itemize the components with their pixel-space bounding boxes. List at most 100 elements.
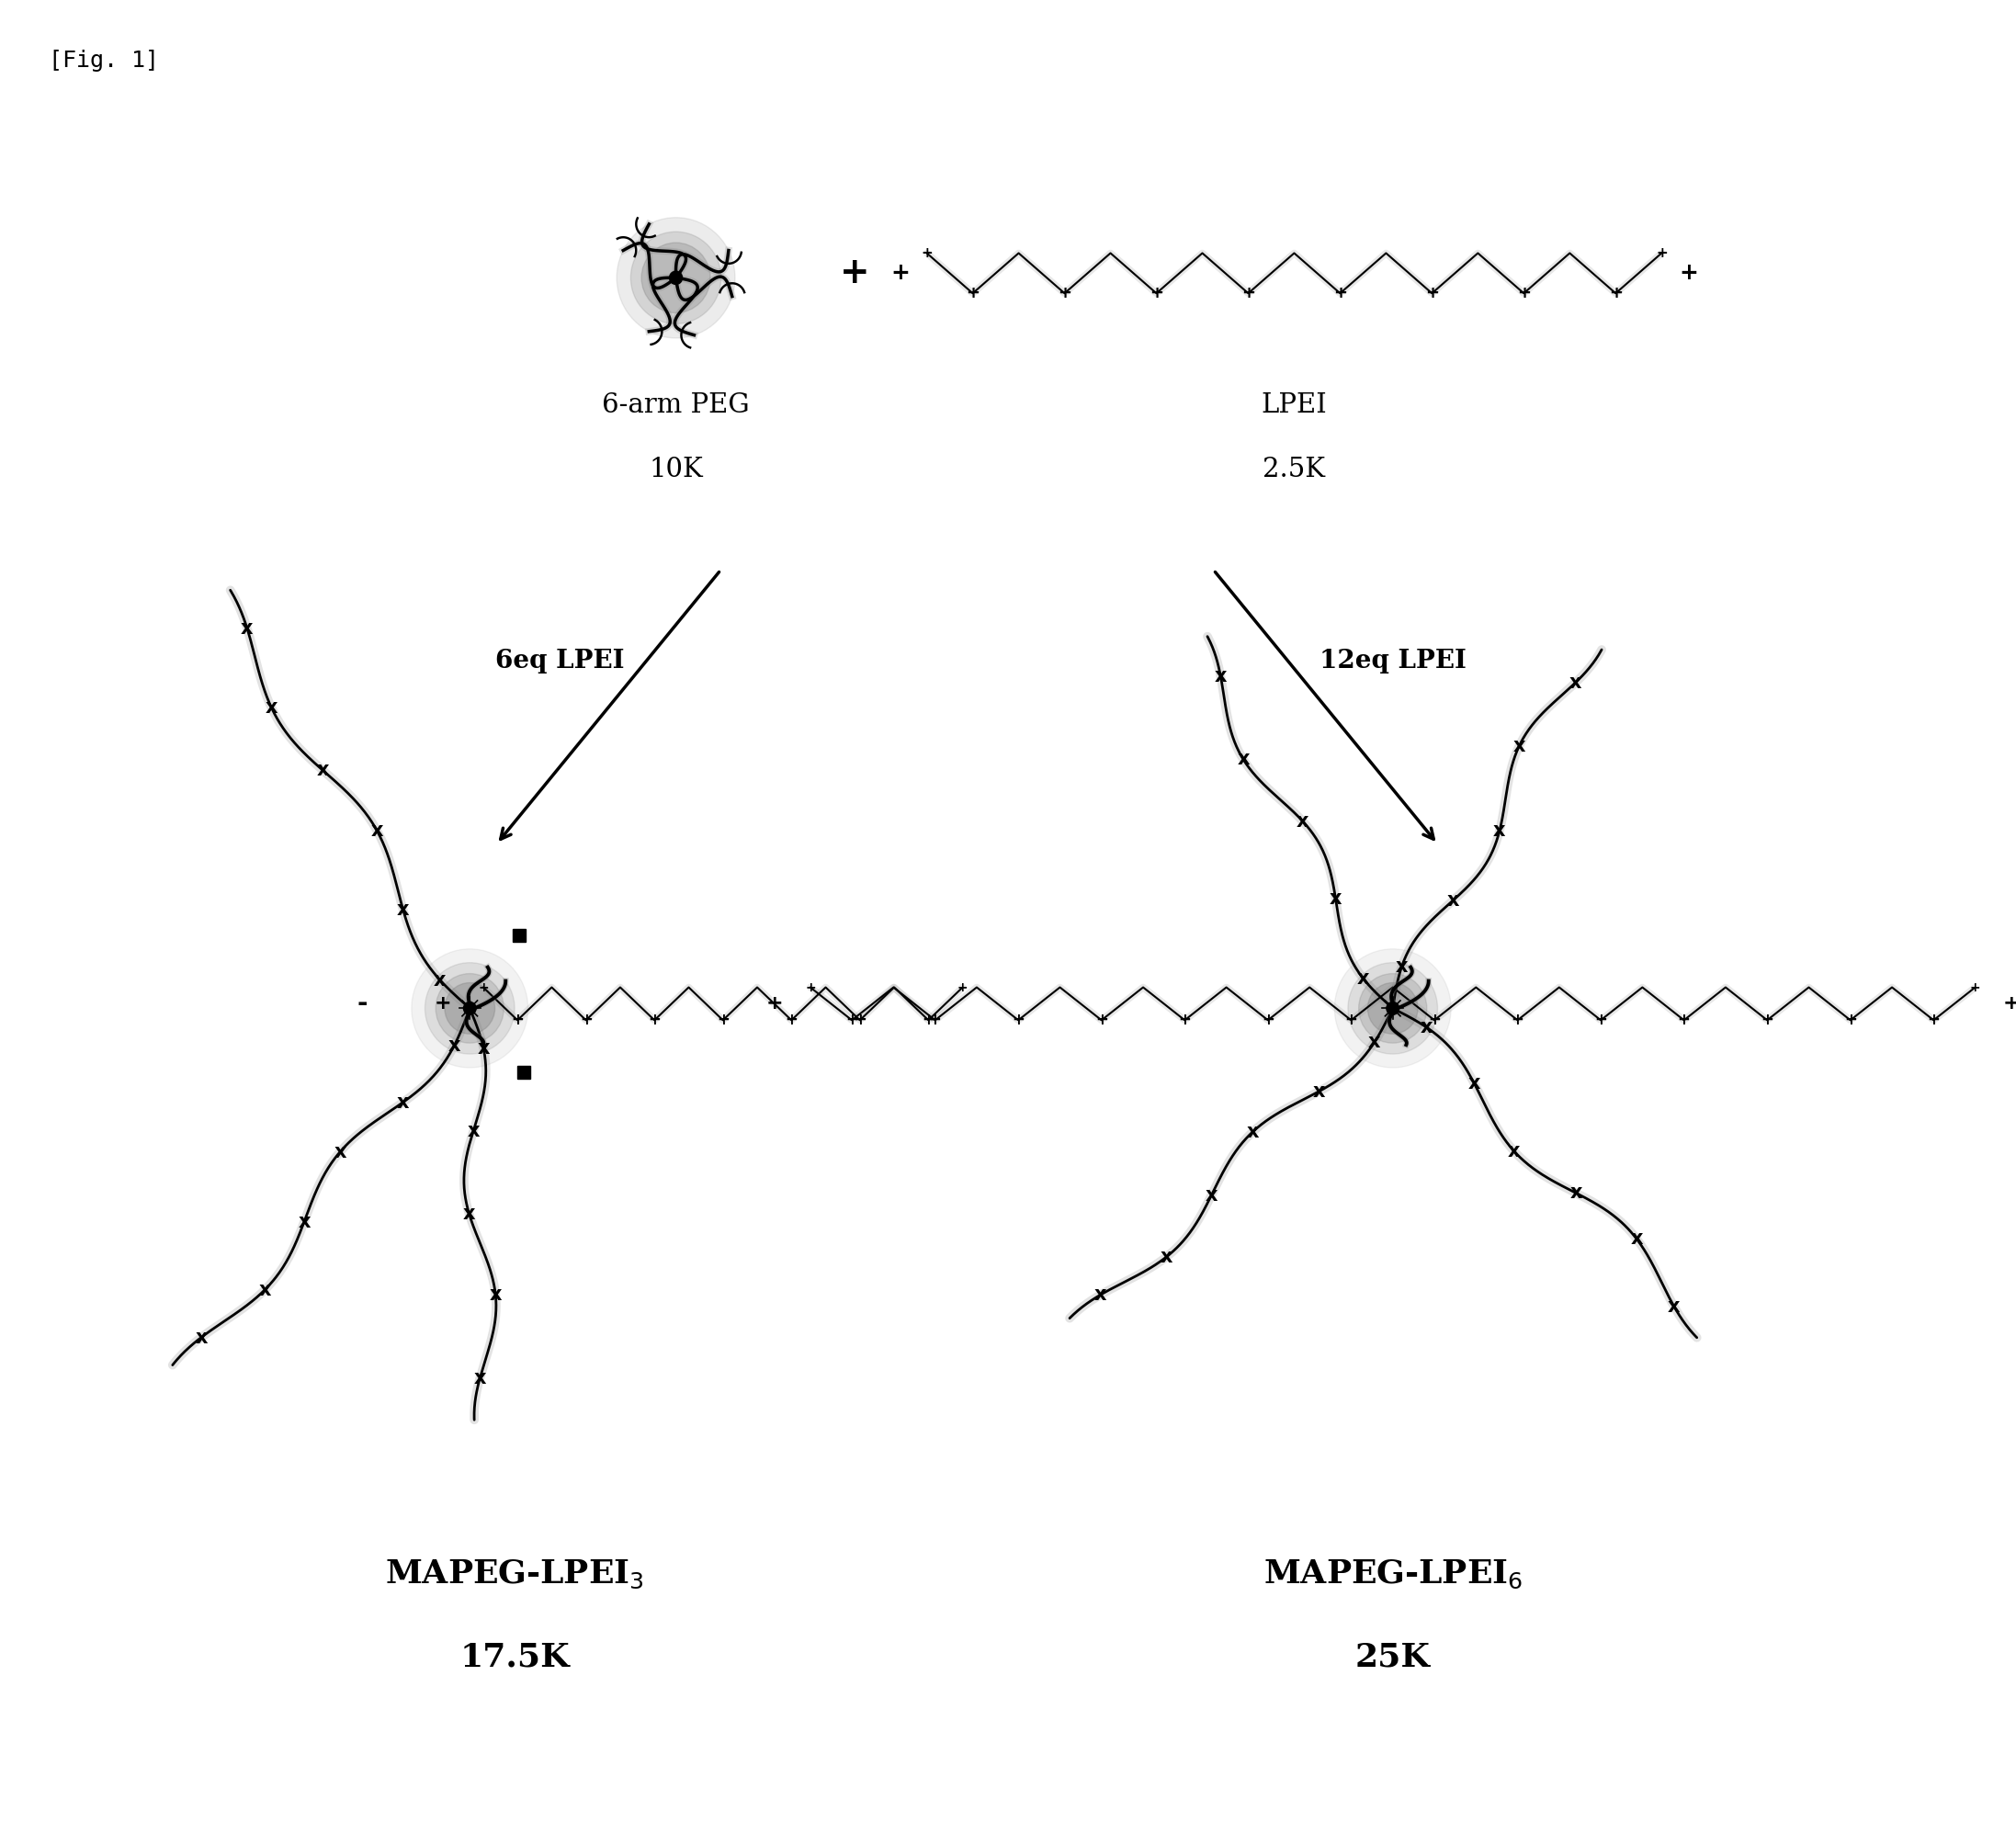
Text: +: + — [1516, 284, 1530, 301]
Text: x: x — [258, 1280, 270, 1298]
Text: +: + — [1512, 1012, 1524, 1029]
Text: +: + — [1262, 1012, 1274, 1029]
Text: +: + — [784, 1012, 798, 1029]
Text: +: + — [1345, 1012, 1357, 1029]
Text: 6-arm PEG: 6-arm PEG — [603, 392, 750, 418]
Text: x: x — [240, 618, 254, 636]
Text: +: + — [1095, 1012, 1109, 1029]
Text: MAPEG-LPEI$_3$: MAPEG-LPEI$_3$ — [385, 1559, 645, 1590]
Text: +: + — [1242, 284, 1256, 301]
Circle shape — [446, 983, 494, 1034]
Circle shape — [435, 974, 504, 1044]
Text: +: + — [1679, 262, 1697, 284]
Text: +: + — [647, 1012, 661, 1029]
Text: 25K: 25K — [1355, 1641, 1431, 1673]
Text: 17.5K: 17.5K — [460, 1641, 571, 1673]
Text: x: x — [1494, 822, 1506, 840]
Circle shape — [641, 242, 710, 314]
Text: x: x — [264, 699, 278, 717]
Text: x: x — [474, 1370, 486, 1388]
Text: +: + — [1149, 284, 1163, 301]
Text: x: x — [433, 970, 446, 989]
Text: x: x — [1512, 737, 1526, 756]
Text: +: + — [579, 1012, 593, 1029]
Text: +: + — [1425, 284, 1439, 301]
Text: +: + — [478, 981, 488, 994]
Text: +: + — [853, 1012, 867, 1029]
Text: +: + — [1927, 1012, 1939, 1029]
Circle shape — [1335, 948, 1452, 1067]
Text: x: x — [1246, 1122, 1260, 1141]
Text: LPEI: LPEI — [1262, 392, 1327, 418]
Text: x: x — [1095, 1286, 1107, 1304]
Text: -: - — [357, 990, 367, 1016]
Circle shape — [1367, 983, 1417, 1034]
Text: +: + — [1845, 1012, 1857, 1029]
Text: +: + — [1970, 981, 1980, 994]
Text: +: + — [845, 1012, 859, 1029]
Text: x: x — [397, 900, 409, 919]
Text: x: x — [468, 1122, 480, 1141]
Text: x: x — [335, 1143, 347, 1161]
Text: x: x — [196, 1328, 208, 1346]
Text: +: + — [1609, 284, 1623, 301]
Text: +: + — [2002, 994, 2016, 1012]
Text: +: + — [841, 255, 871, 290]
Text: x: x — [1296, 812, 1308, 831]
Text: x: x — [490, 1286, 502, 1304]
Text: x: x — [464, 1205, 476, 1223]
Text: x: x — [1161, 1247, 1173, 1265]
Text: x: x — [1570, 1185, 1583, 1203]
Text: +: + — [512, 1012, 524, 1029]
Text: +: + — [966, 284, 980, 301]
Text: x: x — [1357, 968, 1369, 987]
Text: +: + — [433, 994, 452, 1012]
Text: x: x — [1419, 1018, 1433, 1036]
Text: x: x — [448, 1036, 460, 1055]
Text: +: + — [929, 1012, 941, 1029]
Text: x: x — [1369, 1033, 1381, 1051]
Text: [Fig. 1]: [Fig. 1] — [48, 50, 159, 72]
Text: +: + — [1595, 1012, 1607, 1029]
Text: 6eq LPEI: 6eq LPEI — [494, 649, 623, 673]
Circle shape — [464, 1001, 476, 1014]
Circle shape — [669, 271, 681, 284]
Text: +: + — [716, 1012, 730, 1029]
Circle shape — [617, 218, 736, 337]
Circle shape — [411, 948, 528, 1067]
Circle shape — [1387, 1001, 1399, 1014]
Text: +: + — [1655, 246, 1667, 260]
Text: +: + — [921, 1012, 935, 1029]
Text: x: x — [1329, 889, 1343, 908]
Text: x: x — [1206, 1187, 1218, 1205]
Text: +: + — [1677, 1012, 1689, 1029]
Text: +: + — [1012, 1012, 1024, 1029]
Text: x: x — [1631, 1229, 1643, 1249]
Text: x: x — [1508, 1143, 1520, 1161]
Text: 12eq LPEI: 12eq LPEI — [1318, 649, 1466, 673]
Text: x: x — [1214, 668, 1228, 686]
Text: x: x — [1667, 1297, 1679, 1315]
Text: 2.5K: 2.5K — [1262, 457, 1325, 482]
Text: +: + — [766, 994, 782, 1012]
Text: x: x — [1447, 891, 1460, 910]
Text: x: x — [1312, 1082, 1325, 1100]
Text: x: x — [397, 1093, 409, 1111]
Text: x: x — [1568, 673, 1583, 691]
Text: +: + — [1333, 284, 1347, 301]
Text: x: x — [317, 761, 329, 779]
Circle shape — [631, 231, 722, 325]
Text: 10K: 10K — [649, 457, 704, 482]
Text: +: + — [1179, 1012, 1191, 1029]
Text: x: x — [1468, 1075, 1480, 1093]
Text: MAPEG-LPEI$_6$: MAPEG-LPEI$_6$ — [1262, 1559, 1522, 1590]
Text: x: x — [298, 1212, 310, 1231]
Text: x: x — [1395, 957, 1407, 976]
Text: +: + — [921, 246, 933, 260]
Text: x: x — [1238, 750, 1250, 768]
Circle shape — [1359, 974, 1427, 1044]
Circle shape — [1349, 963, 1437, 1055]
Text: x: x — [478, 1038, 490, 1056]
Text: +: + — [891, 262, 909, 284]
Text: +: + — [804, 981, 816, 994]
